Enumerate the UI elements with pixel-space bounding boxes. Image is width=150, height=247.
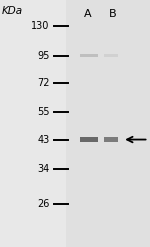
Text: 130: 130 bbox=[31, 21, 50, 31]
Text: A: A bbox=[84, 9, 92, 19]
Text: 72: 72 bbox=[37, 78, 50, 88]
Text: 34: 34 bbox=[37, 164, 50, 174]
Text: KDa: KDa bbox=[2, 6, 23, 16]
Text: 26: 26 bbox=[37, 199, 50, 209]
Text: 43: 43 bbox=[37, 135, 50, 144]
Bar bbox=[104, 137, 118, 142]
Bar bbox=[104, 54, 118, 57]
Bar bbox=[80, 137, 98, 142]
Text: 55: 55 bbox=[37, 107, 50, 117]
Text: B: B bbox=[109, 9, 116, 19]
Bar bbox=[66, 0, 150, 247]
Text: 95: 95 bbox=[37, 51, 50, 61]
Bar bbox=[80, 54, 98, 57]
